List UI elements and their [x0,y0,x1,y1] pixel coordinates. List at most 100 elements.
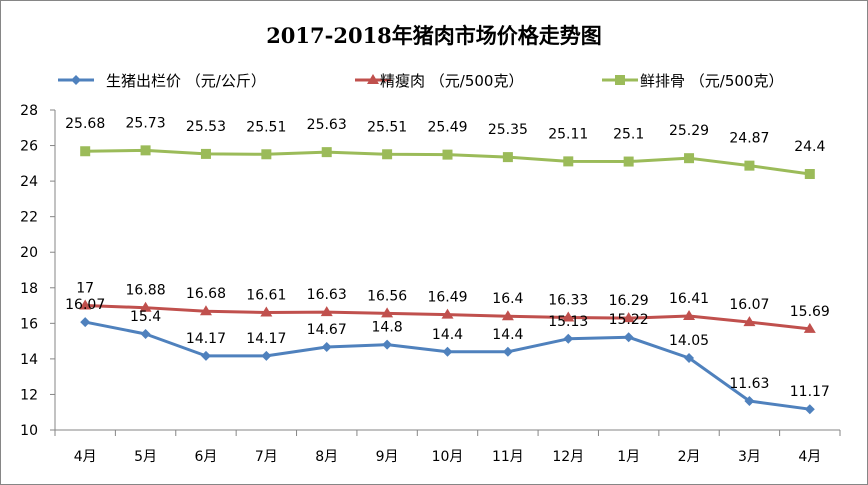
legend-label: 生猪出栏价 （元/公斤） [106,72,266,90]
data-point-marker [563,333,574,344]
legend: 生猪出栏价 （元/公斤） 精瘦肉 （元/500克） 鲜排骨 （元/500克） [58,72,783,90]
series-group [79,145,816,415]
data-label: 25.1 [613,127,644,143]
data-point-marker [140,329,151,339]
data-point-marker [200,148,211,159]
data-label: 15.13 [548,314,588,330]
data-point-marker [200,350,211,361]
data-label: 14.17 [186,331,226,347]
data-point-marker [80,317,91,328]
data-point-marker [744,160,755,171]
y-tick-label: 20 [20,245,38,261]
data-label: 16.68 [186,286,226,302]
y-tick-label: 28 [20,103,38,119]
data-point-marker [381,307,394,318]
legend-label: 鲜排骨 （元/500克） [640,72,783,90]
data-label: 25.51 [367,119,407,135]
data-point-marker [320,306,333,317]
data-label: 25.11 [548,126,588,142]
data-point-marker [502,152,513,163]
data-label: 25.63 [307,117,347,133]
data-label: 14.17 [246,331,286,347]
data-point-marker [562,311,575,322]
y-tick-label: 16 [20,316,38,332]
data-point-marker [501,310,514,321]
y-tick-label: 18 [20,281,38,297]
data-point-marker [804,169,815,179]
data-label: 16.07 [729,297,769,313]
x-tick-label: 7月 [255,449,278,465]
data-point-marker [502,346,513,357]
data-point-marker [442,346,453,357]
x-tick-label: 10月 [432,449,464,465]
axes: 10 12 14 16 18 20 22 24 26 28 4月 5月 6月 7月 8月 9月 10月 11月 12… [20,103,841,465]
data-label: 16.29 [609,293,649,309]
x-tick-label: 3月 [738,449,761,465]
data-point-marker [260,306,273,317]
y-tick-label: 14 [20,352,38,368]
data-point-marker [321,147,332,158]
data-label: 14.4 [492,327,523,343]
data-label: 15.69 [790,304,830,320]
data-labels: 16.07 15.4 14.17 14.17 14.67 14.8 14.4 14.4 15.1… [65,115,830,400]
x-tick-label: 4月 [74,449,97,465]
data-label: 16.07 [65,297,105,313]
data-label: 15.22 [609,312,649,328]
data-point-marker [382,339,393,350]
data-point-marker [803,322,816,333]
y-tick-label: 12 [20,387,38,403]
data-point-marker [684,153,695,164]
data-point-marker [623,156,634,167]
y-tick-label: 26 [20,139,38,155]
series-3 [80,145,815,179]
x-tick-label: 8月 [315,449,338,465]
data-point-marker [382,149,393,160]
data-point-marker [684,353,695,363]
data-label: 16.4 [492,291,523,307]
data-point-marker [80,146,91,157]
x-tick-label: 9月 [376,449,399,465]
data-label: 16.49 [427,290,467,306]
data-label: 25.29 [669,123,709,139]
chart-title: 2017-2018年猪肉市场价格走势图 [266,23,602,48]
data-label: 25.53 [186,119,226,135]
legend-marker [615,75,625,85]
data-label: 14.8 [372,320,403,336]
data-point-marker [140,145,151,156]
data-point-marker [79,299,92,310]
data-label: 25.73 [126,115,166,131]
y-tick-label: 10 [20,423,38,439]
data-label: 25.35 [488,122,528,138]
data-point-marker [199,305,212,316]
data-label: 14.05 [669,333,709,349]
data-label: 24.4 [794,139,825,155]
data-label: 16.56 [367,288,407,304]
data-label: 25.68 [65,116,105,132]
legend-label: 精瘦肉 （元/500克） [380,72,523,90]
data-label: 11.63 [729,376,769,392]
x-tick-label: 4月 [798,449,821,465]
data-point-marker [321,341,332,352]
data-label: 24.87 [729,131,769,147]
data-point-marker [261,350,272,361]
data-label: 16.41 [669,291,709,307]
data-label: 11.17 [790,384,830,400]
data-label: 16.61 [246,287,286,303]
data-label: 16.88 [126,283,166,299]
data-label: 14.4 [432,327,463,343]
legend-item-1: 生猪出栏价 （元/公斤） [58,72,266,90]
x-tick-label: 5月 [134,449,157,465]
x-tick-label: 2月 [678,449,701,465]
data-point-marker [623,332,634,343]
data-point-marker [744,396,755,407]
series-2 [79,299,816,333]
legend-marker [71,75,81,85]
legend-item-3: 鲜排骨 （元/500克） [602,72,783,90]
data-label: 14.67 [307,322,347,338]
series-1 [80,317,815,415]
data-point-marker [261,149,272,160]
data-label: 16.33 [548,292,588,308]
data-label: 25.51 [246,119,286,135]
data-point-marker [563,156,574,167]
data-point-marker [743,316,756,327]
